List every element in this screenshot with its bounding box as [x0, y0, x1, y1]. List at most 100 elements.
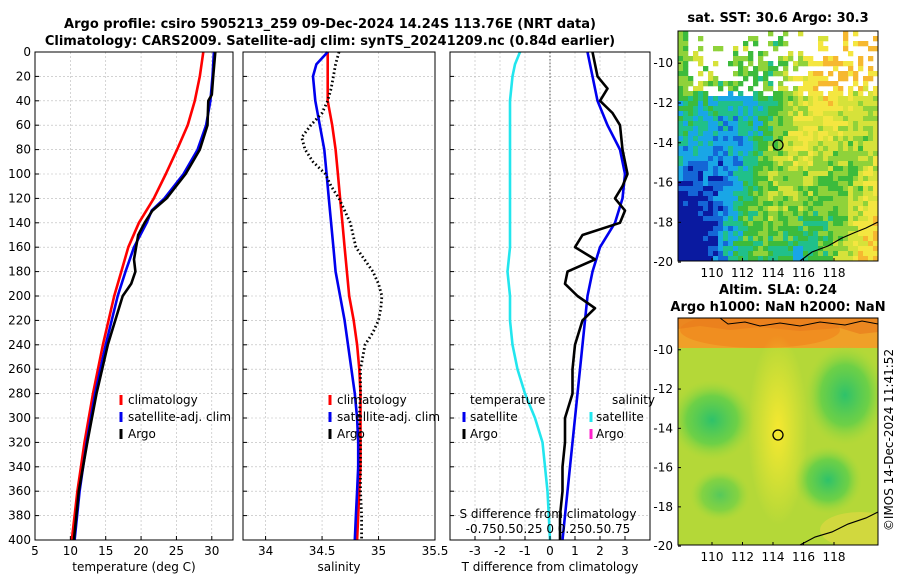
sst-cell	[873, 116, 878, 122]
sst-cell	[748, 166, 754, 172]
sst-cell	[683, 146, 689, 152]
sst-cell	[753, 36, 759, 42]
sst-cell	[793, 241, 799, 247]
xtick-label: 30	[204, 544, 219, 558]
sst-cell	[803, 156, 809, 162]
sst-cell	[713, 161, 719, 167]
sst-cell	[733, 126, 739, 132]
sst-cell	[698, 111, 704, 117]
sst-cell	[798, 31, 804, 37]
sst-cell	[848, 111, 854, 117]
sst-cell	[788, 91, 794, 97]
sst-cell	[873, 121, 878, 127]
sst-cell	[743, 196, 749, 202]
sst-cell	[718, 251, 724, 257]
sst-cell	[853, 186, 859, 192]
sst-cell	[803, 256, 809, 261]
sst-cell	[768, 31, 774, 37]
sst-cell	[853, 141, 859, 147]
sst-cell	[693, 146, 699, 152]
imos-timestamp: ©IMOS 14-Dec-2024 11:41:52	[882, 349, 896, 531]
sst-cell	[808, 116, 814, 122]
sst-cell	[758, 176, 764, 182]
sst-cell	[713, 76, 719, 82]
sst-cell	[698, 96, 704, 102]
sst-cell	[828, 176, 834, 182]
legend-temp-title: temperature	[470, 393, 545, 407]
sst-cell	[688, 81, 694, 87]
sst-cell	[783, 71, 789, 77]
sst-cell	[763, 71, 769, 77]
sst-cell	[798, 221, 804, 227]
sst-cell	[808, 211, 814, 217]
sst-cell	[838, 101, 844, 107]
sst-cell	[808, 171, 814, 177]
sst-cell	[873, 181, 878, 187]
sst-cell	[863, 211, 869, 217]
sst-cell	[863, 231, 869, 237]
sst-cell	[858, 156, 864, 162]
sst-cell	[858, 246, 864, 252]
sst-cell	[728, 196, 734, 202]
sst-cell	[763, 216, 769, 222]
sst-cell	[738, 181, 744, 187]
map-xtick-label: 114	[762, 266, 785, 280]
sst-cell	[733, 136, 739, 142]
sst-cell	[798, 91, 804, 97]
sst-cell	[773, 161, 779, 167]
sst-cell	[763, 171, 769, 177]
sst-cell	[718, 101, 724, 107]
sst-cell	[783, 111, 789, 117]
sst-cell	[833, 156, 839, 162]
sst-cell	[773, 256, 779, 261]
sst-cell	[773, 131, 779, 137]
sst-cell	[803, 166, 809, 172]
sst-cell	[823, 111, 829, 117]
sst-cell	[853, 41, 859, 47]
sst-cell	[868, 101, 874, 107]
sst-cell	[763, 231, 769, 237]
sst-cell	[853, 96, 859, 102]
sst-cell	[778, 171, 784, 177]
sst-cell	[813, 216, 819, 222]
sst-cell	[868, 131, 874, 137]
panel-sal: 34 34.5 35 35.5salinityclimatologysatellite…	[242, 51, 448, 574]
sst-cell	[768, 71, 774, 77]
sst-cell	[733, 81, 739, 87]
sst-cell	[708, 176, 714, 182]
sst-cell	[743, 236, 749, 242]
sst-cell	[728, 156, 734, 162]
sst-cell	[823, 256, 829, 261]
sst-cell	[758, 251, 764, 257]
x-axis-label-temp: temperature (deg C)	[72, 560, 195, 574]
sst-cell	[783, 256, 789, 261]
sst-cell	[808, 256, 814, 261]
sst-cell	[838, 196, 844, 202]
sst-cell	[798, 196, 804, 202]
sst-cell	[748, 96, 754, 102]
sst-cell	[678, 91, 684, 97]
sst-cell	[698, 126, 704, 132]
sst-cell	[728, 131, 734, 137]
sst-cell	[728, 101, 734, 107]
sst-cell	[858, 141, 864, 147]
sst-cell	[803, 106, 809, 112]
sst-cell	[783, 171, 789, 177]
sst-cell	[783, 201, 789, 207]
sst-cell	[698, 91, 704, 97]
sst-cell	[738, 221, 744, 227]
sst-cell	[693, 126, 699, 132]
sst-cell	[748, 51, 754, 57]
sst-cell	[718, 211, 724, 217]
sst-cell	[848, 91, 854, 97]
sst-cell	[723, 226, 729, 232]
sst-cell	[763, 151, 769, 157]
sst-cell	[813, 61, 819, 67]
sst-cell	[863, 251, 869, 257]
sst-cell	[713, 216, 719, 222]
sst-cell	[748, 141, 754, 147]
sst-cell	[733, 71, 739, 77]
sst-cell	[783, 196, 789, 202]
sst-cell	[698, 101, 704, 107]
sst-cell	[723, 201, 729, 207]
